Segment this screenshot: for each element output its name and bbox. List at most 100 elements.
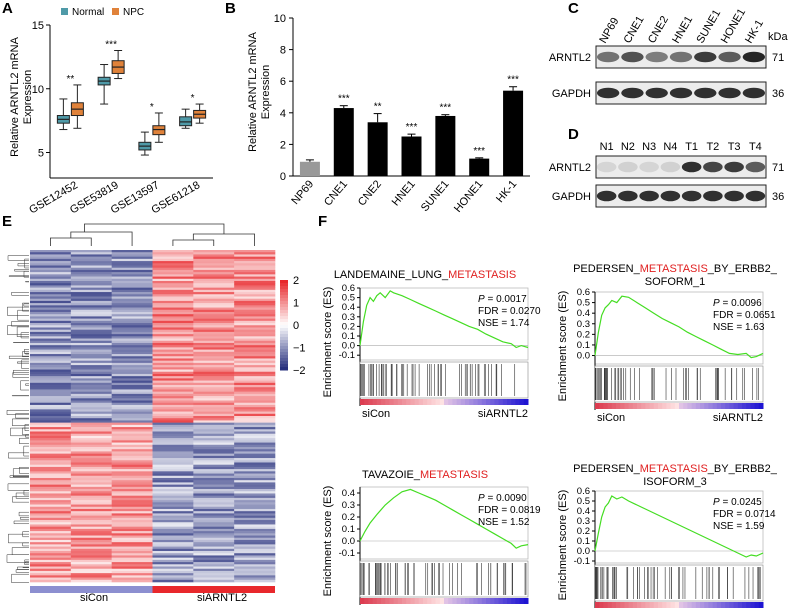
heatmap-cell — [234, 416, 276, 419]
lane-label: N3 — [642, 141, 656, 153]
blot-band — [645, 51, 668, 63]
gsea-rank-bar-segment — [670, 602, 676, 608]
heatmap-cell — [234, 409, 276, 412]
heatmap-cell — [193, 557, 235, 561]
heatmap-cell — [70, 579, 112, 583]
heatmap-row-dendrogram — [15, 569, 29, 573]
legend-label-npc: NPC — [123, 7, 144, 18]
heatmap-cell — [30, 393, 72, 397]
heatmap-cell — [193, 269, 235, 273]
heatmap-cell — [234, 455, 276, 459]
heatmap-cell — [152, 356, 194, 359]
heatmap-cell — [152, 438, 194, 441]
heatmap-cell — [30, 280, 72, 284]
heatmap-cell — [193, 542, 235, 545]
heatmap-cell — [30, 575, 72, 578]
heatmap-cell — [152, 274, 194, 277]
colorbar-segment — [280, 334, 288, 338]
heatmap-cell — [70, 265, 112, 269]
heatmap-cell — [111, 404, 153, 408]
heatmap-cell — [30, 331, 72, 335]
heatmap-cell — [193, 480, 235, 483]
heatmap-cell — [111, 413, 153, 417]
heatmap-cell — [111, 307, 153, 311]
colorbar-tick: −2 — [293, 365, 306, 377]
heatmap-cell — [234, 376, 276, 379]
heatmap-cell — [234, 285, 276, 288]
heatmap-cell — [30, 402, 72, 406]
heatmap-cell — [234, 544, 276, 547]
gsea-ytick-label: 0.2 — [342, 321, 355, 332]
heatmap-cell — [30, 360, 72, 364]
heatmap-cell — [152, 429, 194, 432]
heatmap-cell — [152, 473, 194, 477]
colorbar-segment — [280, 316, 288, 320]
heatmap-cell — [111, 431, 153, 435]
heatmap-cell — [193, 261, 235, 264]
heatmap-cell — [234, 420, 276, 423]
heatmap-cell — [111, 342, 153, 346]
gsea-rank-bar-segment — [481, 598, 487, 604]
heatmap-cell — [234, 367, 276, 370]
heatmap-cell — [70, 504, 112, 508]
heatmap-cell — [152, 373, 194, 377]
heatmap-cell — [111, 460, 153, 463]
gsea-rank-bar-segment — [708, 403, 714, 409]
heatmap-cell — [234, 537, 276, 541]
heatmap-cell — [152, 449, 194, 452]
heatmap-cell — [193, 287, 235, 291]
heatmap-cell — [234, 442, 276, 446]
heatmap-cell — [70, 564, 112, 567]
heatmap-cell — [111, 318, 153, 322]
heatmap-cell — [234, 418, 276, 421]
heatmap-cell — [234, 502, 276, 505]
heatmap-cell — [193, 263, 235, 266]
panel-a-ytick-label: 15 — [32, 20, 44, 32]
heatmap-cell — [234, 311, 276, 315]
gsea-es-curve — [594, 295, 764, 359]
heatmap-cell — [193, 396, 235, 399]
heatmap-cell — [111, 345, 153, 348]
blot-membrane — [595, 155, 767, 179]
heatmap-cell — [152, 416, 194, 419]
heatmap-cell — [152, 307, 194, 311]
colorbar-segment — [280, 340, 288, 344]
heatmap-cell — [193, 300, 235, 304]
heatmap-cell — [234, 278, 276, 282]
heatmap-row-dendrogram — [25, 383, 29, 386]
heatmap-cell — [234, 303, 276, 306]
heatmap-row-dendrogram — [24, 424, 29, 431]
heatmap-cell — [193, 387, 235, 390]
heatmap-cell — [30, 462, 72, 465]
heatmap-cell — [234, 511, 276, 514]
heatmap-cell — [30, 398, 72, 401]
heatmap-cell — [234, 413, 276, 417]
blot-band — [596, 190, 617, 202]
heatmap-cell — [30, 471, 72, 474]
heatmap-cell — [70, 577, 112, 581]
heatmap-cell — [30, 528, 72, 532]
panel-letter-b: B — [225, 0, 236, 17]
heatmap-cell — [152, 522, 194, 525]
blot-band — [681, 161, 702, 173]
blot-band — [681, 190, 702, 202]
heatmap-cell — [70, 524, 112, 527]
heatmap-cell — [30, 274, 72, 277]
gsea-rank-bar-segment — [611, 602, 617, 608]
gsea-title-highlight: METASTASIS — [640, 263, 708, 275]
panel-b-ylabel-1: Relative ARNTL2 mRNA — [247, 31, 259, 151]
heatmap-row-dendrogram — [23, 490, 29, 496]
gsea-rank-bar-segment — [712, 602, 718, 608]
heatmap-cell — [30, 345, 72, 348]
gsea-ytick-label: 0.4 — [577, 506, 590, 517]
heatmap-cell — [111, 504, 153, 508]
heatmap-cell — [193, 531, 235, 534]
gsea-ytick-label: 0.3 — [577, 516, 590, 527]
heatmap-cell — [152, 389, 194, 392]
heatmap-row-dendrogram — [18, 511, 29, 517]
heatmap-cell — [111, 289, 153, 293]
heatmap-cell — [30, 409, 72, 412]
panel-b-ytick-label: 8 — [280, 45, 286, 57]
heatmap-cell — [30, 378, 72, 381]
heatmap-cell — [30, 261, 72, 264]
